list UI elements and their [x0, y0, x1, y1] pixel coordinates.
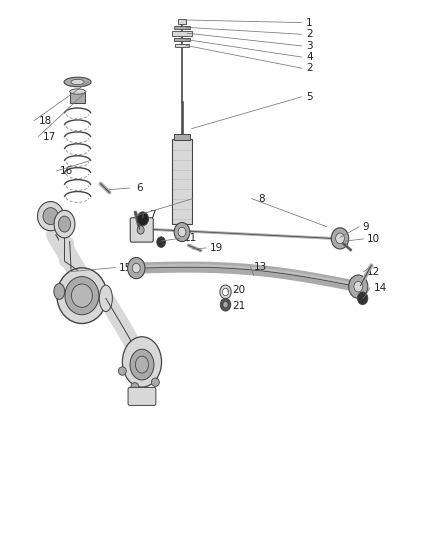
- Circle shape: [157, 237, 166, 247]
- Ellipse shape: [130, 349, 154, 380]
- Text: 17: 17: [43, 132, 56, 142]
- Circle shape: [331, 228, 349, 249]
- Text: 4: 4: [306, 52, 313, 62]
- Ellipse shape: [54, 284, 65, 300]
- Text: 5: 5: [306, 92, 313, 102]
- Ellipse shape: [71, 79, 84, 85]
- Ellipse shape: [70, 89, 85, 94]
- Ellipse shape: [135, 356, 148, 373]
- Bar: [173, 31, 191, 36]
- Text: 11: 11: [184, 233, 198, 244]
- Circle shape: [137, 225, 144, 234]
- Bar: [70, 92, 85, 103]
- Ellipse shape: [152, 378, 159, 386]
- Text: 20: 20: [232, 285, 245, 295]
- Circle shape: [223, 288, 229, 296]
- Text: 19: 19: [210, 243, 223, 253]
- Text: 3: 3: [306, 41, 313, 51]
- Text: 13: 13: [254, 262, 267, 271]
- Circle shape: [220, 285, 231, 299]
- Circle shape: [223, 302, 228, 308]
- Circle shape: [178, 227, 186, 237]
- Circle shape: [174, 222, 190, 241]
- Text: 1: 1: [306, 18, 313, 28]
- Text: 7: 7: [149, 209, 156, 220]
- Text: 14: 14: [374, 282, 387, 293]
- Text: 8: 8: [258, 193, 265, 204]
- Ellipse shape: [54, 211, 75, 238]
- Circle shape: [357, 292, 368, 305]
- Circle shape: [354, 281, 363, 292]
- Ellipse shape: [122, 337, 162, 387]
- Ellipse shape: [99, 285, 113, 312]
- Ellipse shape: [118, 367, 126, 375]
- Text: 2: 2: [306, 63, 313, 73]
- Text: 2: 2: [306, 29, 313, 39]
- Ellipse shape: [131, 383, 139, 391]
- Ellipse shape: [57, 268, 107, 324]
- Circle shape: [137, 212, 148, 225]
- Bar: [174, 26, 190, 29]
- Text: 10: 10: [367, 234, 380, 244]
- Text: 16: 16: [60, 166, 74, 176]
- Circle shape: [132, 263, 140, 273]
- Bar: [173, 139, 191, 224]
- Bar: [174, 134, 190, 140]
- Text: 18: 18: [39, 116, 52, 126]
- Ellipse shape: [65, 277, 99, 315]
- Circle shape: [336, 233, 344, 244]
- Bar: [178, 19, 186, 23]
- Ellipse shape: [43, 208, 58, 224]
- Text: 12: 12: [367, 267, 380, 277]
- Ellipse shape: [58, 216, 71, 232]
- FancyBboxPatch shape: [128, 387, 156, 406]
- FancyBboxPatch shape: [130, 217, 153, 242]
- Circle shape: [220, 298, 231, 311]
- Ellipse shape: [64, 77, 91, 87]
- Text: 15: 15: [119, 263, 132, 272]
- Text: 21: 21: [232, 301, 245, 311]
- Text: 6: 6: [136, 183, 143, 193]
- Circle shape: [127, 257, 145, 279]
- Bar: [175, 44, 189, 47]
- Bar: [174, 38, 190, 42]
- Circle shape: [349, 275, 368, 298]
- Text: 9: 9: [363, 222, 369, 232]
- Ellipse shape: [71, 284, 92, 308]
- Ellipse shape: [38, 201, 64, 231]
